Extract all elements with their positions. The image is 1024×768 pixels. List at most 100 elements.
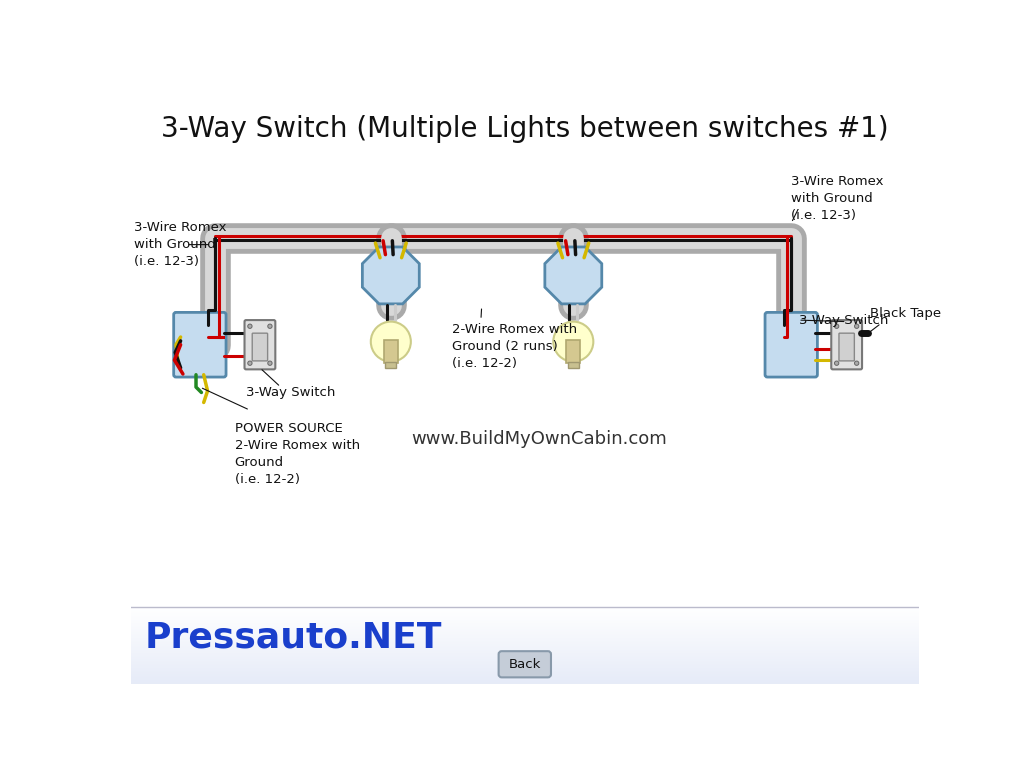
Circle shape — [854, 361, 859, 366]
Polygon shape — [362, 247, 419, 304]
Bar — [385, 362, 396, 368]
Circle shape — [854, 324, 859, 329]
Bar — [131, 608, 920, 609]
Bar — [131, 677, 920, 678]
Bar — [131, 626, 920, 627]
FancyBboxPatch shape — [174, 313, 226, 377]
Bar — [131, 636, 920, 637]
Bar — [131, 638, 920, 639]
Bar — [131, 645, 920, 646]
Bar — [131, 679, 920, 680]
Circle shape — [835, 361, 839, 366]
Bar — [131, 682, 920, 683]
Bar — [131, 641, 920, 642]
Bar — [131, 637, 920, 638]
Bar — [131, 616, 920, 617]
Bar — [131, 651, 920, 652]
Bar — [131, 613, 920, 614]
Bar — [131, 634, 920, 635]
Bar — [131, 660, 920, 661]
Text: Back: Back — [509, 657, 541, 670]
Bar — [131, 680, 920, 681]
Bar — [131, 644, 920, 645]
Bar — [131, 623, 920, 624]
Bar — [131, 681, 920, 682]
Bar — [131, 655, 920, 656]
Text: 2-Wire Romex with
Ground (2 runs)
(i.e. 12-2): 2-Wire Romex with Ground (2 runs) (i.e. … — [453, 323, 578, 370]
Text: 3-Way Switch: 3-Way Switch — [799, 313, 888, 326]
Circle shape — [267, 324, 272, 329]
Bar — [131, 676, 920, 677]
Bar — [131, 648, 920, 649]
Bar — [131, 668, 920, 669]
Text: Black Tape: Black Tape — [869, 307, 941, 320]
Bar — [131, 658, 920, 659]
Bar — [131, 654, 920, 655]
FancyBboxPatch shape — [765, 313, 817, 377]
Bar — [131, 664, 920, 665]
Bar — [131, 672, 920, 673]
Bar — [131, 629, 920, 630]
FancyBboxPatch shape — [839, 333, 854, 361]
Bar — [131, 659, 920, 660]
Circle shape — [835, 324, 839, 329]
Bar — [131, 611, 920, 612]
Bar — [566, 340, 581, 363]
Bar — [131, 609, 920, 610]
Bar — [131, 652, 920, 653]
Bar — [131, 666, 920, 667]
Bar — [131, 669, 920, 670]
Text: 3-Way Switch: 3-Way Switch — [246, 386, 336, 399]
Bar — [131, 627, 920, 628]
Bar — [131, 650, 920, 651]
Bar — [131, 620, 920, 621]
Bar — [568, 362, 579, 368]
Bar — [131, 628, 920, 629]
FancyBboxPatch shape — [252, 333, 267, 361]
Bar — [131, 633, 920, 634]
Text: Pressauto.NET: Pressauto.NET — [144, 621, 442, 654]
Bar — [131, 675, 920, 676]
Polygon shape — [545, 247, 602, 304]
Bar — [131, 618, 920, 619]
FancyBboxPatch shape — [499, 651, 551, 677]
Bar — [131, 607, 920, 608]
Text: 3-Way Switch (Multiple Lights between switches #1): 3-Way Switch (Multiple Lights between sw… — [161, 115, 889, 143]
Bar — [131, 632, 920, 633]
FancyBboxPatch shape — [245, 320, 275, 369]
Bar — [131, 612, 920, 613]
Bar — [131, 662, 920, 663]
Circle shape — [248, 324, 252, 329]
Bar — [131, 624, 920, 625]
Bar — [131, 663, 920, 664]
Bar — [131, 673, 920, 674]
Circle shape — [248, 361, 252, 366]
Bar — [131, 667, 920, 668]
Bar — [131, 625, 920, 626]
Text: 3-Wire Romex
with Ground
(i.e. 12-3): 3-Wire Romex with Ground (i.e. 12-3) — [134, 221, 227, 268]
Bar — [384, 340, 397, 363]
Circle shape — [371, 322, 411, 362]
Text: www.BuildMyOwnCabin.com: www.BuildMyOwnCabin.com — [411, 429, 667, 448]
Bar — [131, 653, 920, 654]
Bar — [131, 639, 920, 640]
Bar — [131, 610, 920, 611]
Bar — [131, 674, 920, 675]
Bar — [131, 670, 920, 671]
Bar — [131, 617, 920, 618]
Bar — [131, 642, 920, 643]
Bar — [131, 643, 920, 644]
FancyBboxPatch shape — [831, 320, 862, 369]
Circle shape — [553, 322, 593, 362]
Bar — [131, 657, 920, 658]
Bar — [131, 640, 920, 641]
Bar — [131, 631, 920, 632]
Circle shape — [267, 361, 272, 366]
Bar — [131, 630, 920, 631]
Text: 3-Wire Romex
with Ground
(i.e. 12-3): 3-Wire Romex with Ground (i.e. 12-3) — [792, 175, 884, 222]
Bar — [131, 671, 920, 672]
Bar — [131, 614, 920, 615]
Bar — [131, 622, 920, 623]
Text: POWER SOURCE
2-Wire Romex with
Ground
(i.e. 12-2): POWER SOURCE 2-Wire Romex with Ground (i… — [234, 422, 359, 485]
Bar — [131, 661, 920, 662]
